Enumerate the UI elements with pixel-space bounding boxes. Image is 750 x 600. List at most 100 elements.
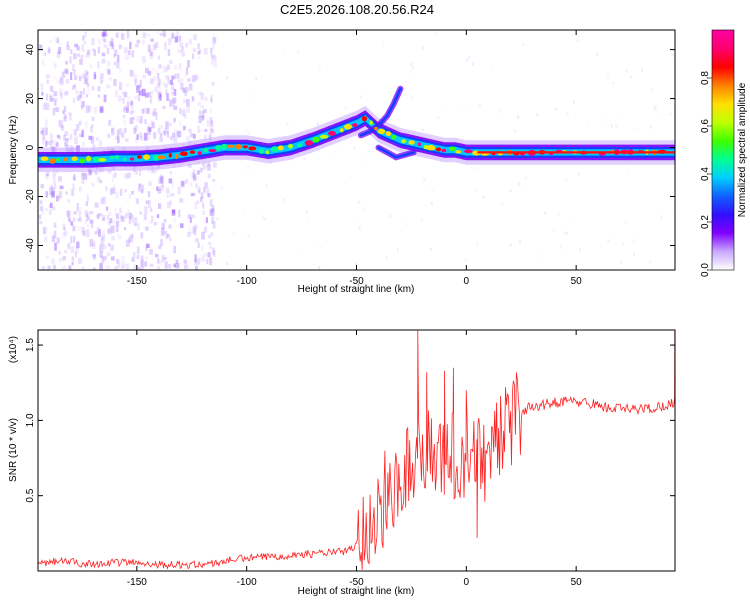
spectrogram-speckle: [79, 91, 83, 99]
spectrogram-speckle: [421, 128, 424, 132]
spectrogram-speckle: [46, 140, 51, 145]
spectrogram-speckle: [167, 189, 171, 194]
spectrogram-speckle: [193, 34, 197, 41]
ridge-inner-band: [38, 115, 675, 163]
spectrogram-speckle: [201, 255, 205, 262]
spectrogram-speckle: [203, 109, 207, 114]
spectrogram-speckle: [39, 220, 43, 225]
spectrogram-speckle: [150, 119, 153, 126]
colorbar-tick-label: 0.4: [700, 167, 711, 181]
spectrogram-hotspot: [203, 147, 208, 153]
spectrogram-speckle: [80, 58, 84, 66]
spectrogram-speckle: [81, 141, 85, 148]
spectrogram-speckle: [410, 96, 413, 100]
snr-y-tick-label: 1.0: [25, 413, 36, 427]
spectrogram-speckle: [596, 52, 599, 56]
spectrogram-speckle: [103, 44, 108, 48]
spectrogram-speckle: [118, 44, 122, 50]
spectrogram-speckle: [123, 227, 127, 231]
spectrogram-speckle: [64, 91, 69, 96]
spectrogram-speckle: [156, 83, 161, 88]
spectrogram-speckle: [56, 134, 60, 139]
spectrogram-speckle: [201, 161, 205, 167]
spectrogram-speckle: [85, 105, 90, 113]
spectrogram-speckle: [135, 44, 139, 48]
spectrogram-speckle: [131, 257, 135, 262]
spectrogram-speckle: [110, 256, 115, 261]
spectrogram-speckle: [189, 217, 192, 223]
spectrogram-speckle: [68, 112, 72, 116]
spectrogram-speckle: [204, 182, 208, 189]
spectrogram-speckle: [80, 174, 85, 180]
spectrogram-speckle: [83, 49, 86, 53]
spectrogram-speckle: [158, 203, 162, 209]
spectrogram-speckle: [157, 55, 161, 60]
spectrogram-speckle: [173, 135, 178, 144]
spectrogram-speckle: [109, 77, 112, 81]
spectrogram-speckle: [98, 245, 102, 251]
spectrogram-speckle: [89, 220, 94, 224]
spectrogram-speckle: [189, 39, 192, 45]
spectrogram-hotspot: [56, 158, 60, 162]
spectrogram-hotspot: [71, 156, 78, 161]
spectrogram-speckle: [72, 183, 75, 190]
spectrogram-speckle: [40, 183, 44, 189]
spectrogram-speckle: [56, 237, 60, 244]
spectrogram-speckle: [155, 68, 158, 75]
spectrogram-speckle: [130, 101, 134, 110]
spectrogram-speckle: [657, 111, 660, 114]
spectrogram-speckle: [139, 115, 143, 124]
spectrogram-speckle: [636, 128, 639, 131]
spectrogram-speckle: [165, 234, 169, 240]
spectrogram-speckle: [102, 214, 105, 220]
spectrogram-x-label: Height of straight line (km): [298, 284, 415, 295]
spectrogram-speckle: [157, 91, 160, 96]
snr-x-tick-label: 0: [464, 577, 470, 588]
spectrogram-speckle: [128, 237, 131, 243]
spectrogram-speckle: [362, 207, 365, 211]
spectrogram-speckle: [47, 265, 51, 270]
spectrogram-speckle: [98, 229, 101, 237]
spectrogram-speckle: [168, 122, 172, 127]
spectrogram-upper-branch-core: [359, 87, 402, 137]
spectrogram-speckle: [206, 258, 209, 265]
spectrogram-speckle: [49, 141, 53, 149]
spectrogram-speckle: [159, 133, 162, 137]
spectrogram-speckle: [162, 82, 166, 87]
spectrogram-hotspot: [92, 156, 100, 163]
spectrogram-speckle: [181, 181, 186, 188]
spectrogram-speckle: [105, 186, 108, 191]
spectrogram-speckle: [81, 179, 85, 184]
colorbar-tick-label: 0.0: [700, 263, 711, 277]
spectrogram-speckle: [79, 186, 82, 192]
spectrogram-speckle: [177, 49, 182, 53]
spectrogram-speckle: [119, 82, 123, 91]
spectrogram-speckle: [84, 210, 88, 218]
spectrogram-speckle: [653, 107, 656, 111]
spectrogram-speckle: [64, 114, 67, 119]
spectrogram-speckle: [139, 170, 142, 176]
spectrogram-speckle: [92, 48, 95, 52]
spectrogram-speckle: [106, 206, 109, 211]
spectrogram-speckle: [86, 194, 89, 202]
spectrogram-speckle: [50, 184, 53, 189]
spectrogram-speckle: [150, 51, 153, 57]
spectrogram-speckle: [83, 172, 88, 180]
spectrogram-speckle: [226, 262, 229, 266]
spectrogram-speckle: [196, 257, 201, 263]
spectrogram-speckle: [198, 115, 202, 124]
spectrogram-speckle: [161, 256, 165, 262]
spectrogram-speckle: [53, 91, 58, 97]
spectrogram-speckle: [76, 44, 80, 51]
snr-series-layer: [38, 330, 675, 570]
spectrogram-speckle: [138, 267, 141, 270]
spectrogram-speckle: [90, 224, 94, 229]
spectrogram-speckle: [129, 117, 134, 125]
spectrogram-speckle: [463, 108, 465, 112]
spectrogram-speckle: [124, 105, 127, 111]
spectrogram-speckle: [209, 122, 214, 131]
spectrogram-speckle: [59, 77, 64, 86]
spectrogram-speckle: [85, 121, 89, 129]
spectrogram-speckle: [177, 78, 181, 83]
spectrogram-speckle: [149, 51, 154, 60]
